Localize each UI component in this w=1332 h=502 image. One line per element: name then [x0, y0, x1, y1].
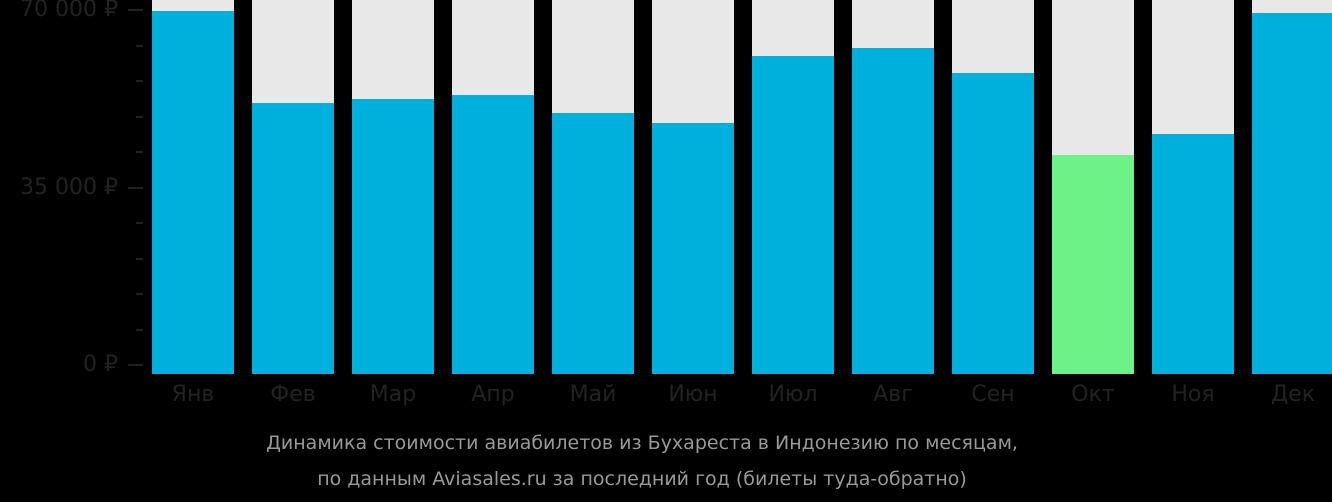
- bar-12[interactable]: [1252, 13, 1332, 374]
- y-minor-tick: [136, 151, 143, 153]
- y-minor-tick: [136, 222, 143, 224]
- y-tick-label: 70 000 ₽: [20, 0, 118, 22]
- bar-1[interactable]: [152, 11, 234, 374]
- y-minor-tick: [136, 293, 143, 295]
- x-tick-label: Сен: [971, 382, 1015, 407]
- x-tick-label: Июл: [768, 382, 818, 407]
- y-minor-tick: [136, 115, 143, 118]
- y-major-tick: [128, 186, 143, 189]
- x-tick-label: Мар: [369, 382, 417, 407]
- x-tick-label: Май: [569, 382, 617, 407]
- y-minor-tick: [136, 80, 143, 82]
- bar-4[interactable]: [452, 95, 534, 374]
- y-minor-tick: [136, 257, 143, 260]
- x-tick-label: Июн: [668, 382, 718, 407]
- y-major-tick: [128, 9, 143, 11]
- x-tick-label: Янв: [171, 382, 215, 407]
- x-tick-label: Окт: [1071, 382, 1115, 407]
- caption-line-1: Динамика стоимости авиабилетов из Бухаре…: [266, 432, 1018, 454]
- x-tick-label: Ноя: [1171, 382, 1215, 407]
- x-tick-label: Дек: [1270, 382, 1315, 407]
- bar-3[interactable]: [352, 99, 434, 374]
- x-tick-label: Фев: [270, 382, 316, 407]
- bar-6[interactable]: [652, 123, 734, 374]
- x-tick-label: Авг: [873, 382, 913, 407]
- bar-11[interactable]: [1152, 134, 1234, 374]
- y-minor-tick: [136, 44, 143, 47]
- y-minor-tick: [136, 328, 143, 331]
- bar-5[interactable]: [552, 112, 634, 374]
- bar-7[interactable]: [752, 56, 834, 374]
- x-tick-label: Апр: [471, 382, 515, 407]
- caption-line-2: по данным Aviasales.ru за последний год …: [317, 468, 967, 490]
- y-major-tick: [128, 364, 143, 366]
- bar-2[interactable]: [252, 102, 334, 374]
- bar-10[interactable]: [1052, 155, 1134, 374]
- bar-9[interactable]: [952, 72, 1034, 374]
- y-tick-label: 35 000 ₽: [20, 174, 118, 200]
- bar-8[interactable]: [852, 48, 934, 374]
- y-tick-label: 0 ₽: [83, 352, 118, 377]
